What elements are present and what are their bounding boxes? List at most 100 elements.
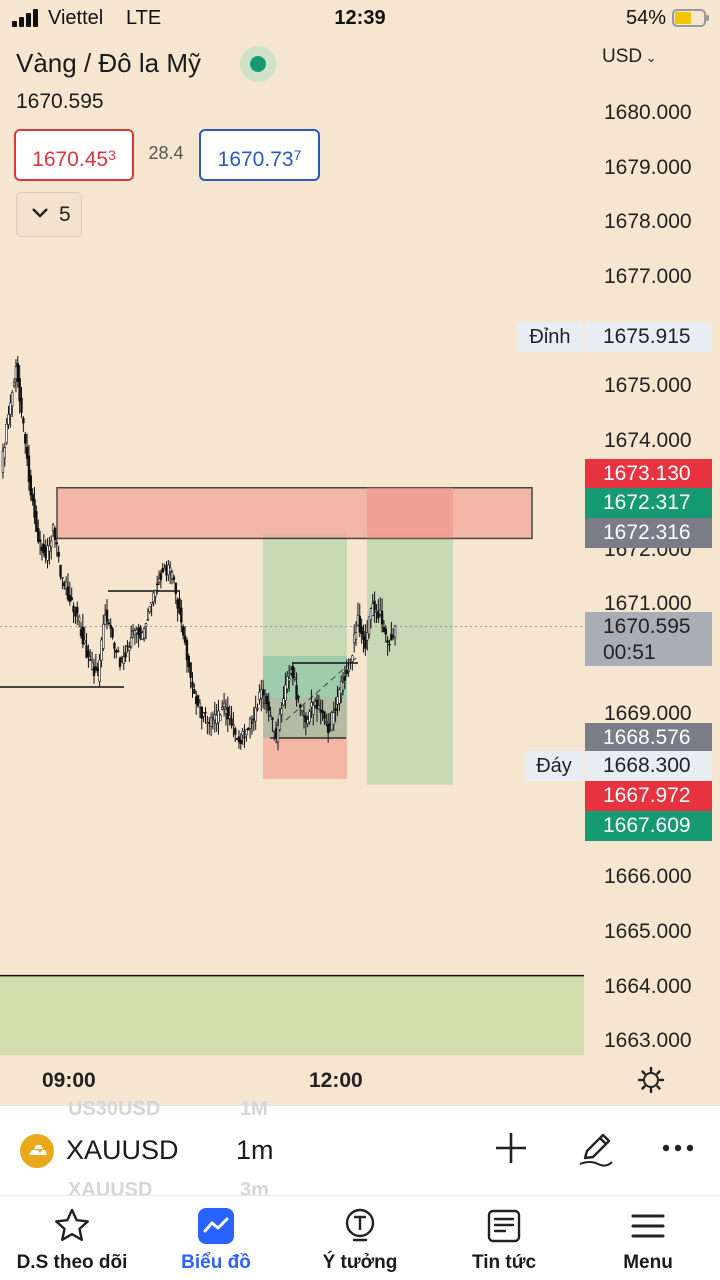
candle-body [308,711,311,722]
candle-body [341,682,345,691]
nav-watchlist[interactable]: D.S theo dõi [0,1196,144,1280]
instrument-title[interactable]: Vàng / Đô la Mỹ [16,48,201,78]
candle-body [113,643,116,649]
candle-body [161,567,164,573]
candle-body [55,542,59,545]
time-tick: 12:00 [309,1069,363,1092]
candle-body [46,545,49,561]
candle-body [237,736,241,743]
candle-body [323,711,326,719]
candle-body [77,616,81,622]
candle-body [111,628,114,638]
price-chart[interactable] [0,0,720,1105]
symbol-selector[interactable]: XAUUSD [66,1135,179,1165]
candle-body [204,712,207,714]
candle-body [291,665,295,678]
settings-gear-icon[interactable] [637,1066,665,1094]
price-tick: 1678.000 [604,210,692,234]
nav-news[interactable]: Tin tức [432,1196,576,1280]
candle-body [37,528,40,542]
bar-countdown: 00:51 [603,641,656,664]
candle-body [312,704,315,715]
candle-body [302,715,306,717]
nav-chart[interactable]: Biểu đồ [144,1196,288,1280]
candle-body [42,544,46,553]
candle-body [284,684,287,701]
indicator-count: 5 [59,203,71,226]
candle-body [126,645,129,648]
candle-body [170,571,174,580]
candle-body [269,715,272,717]
plus-icon[interactable] [491,1128,531,1168]
currency-selector[interactable]: USD ⌄ [602,46,657,68]
candle-body [44,546,47,558]
candle-body [76,606,79,614]
low-value-tag: 1668.300 [585,751,712,781]
indicators-toggle-button[interactable]: 5 [16,192,82,237]
candle-body [338,689,341,704]
carrier-name: Viettel [48,7,104,29]
candle-body [87,650,90,658]
candle-body [103,614,107,625]
more-icon[interactable] [658,1128,698,1168]
nav-menu[interactable]: Menu [576,1196,720,1280]
candle-body [310,702,313,708]
ask-pip: 7 [293,147,302,163]
candle-body [198,702,202,708]
candle-body [7,414,10,425]
candle-body [299,704,302,708]
price-tick: 1664.000 [604,974,692,998]
pen-icon[interactable] [576,1128,616,1168]
nav-label: D.S theo dõi [16,1252,128,1273]
candle-body [252,718,256,721]
candle-body [9,402,12,415]
candle-body [384,628,387,635]
candle-body [375,610,378,613]
candle-body [364,636,367,649]
candle-body [105,609,109,622]
candle-body [53,528,57,540]
news-icon [487,1209,521,1243]
nav-ideas[interactable]: Ý tưởng [288,1196,432,1280]
candle-body [393,625,397,638]
candle-body [330,712,334,731]
candle-body [343,676,347,681]
candle-body [92,666,96,676]
nav-label: Menu [623,1252,673,1273]
candle-body [155,583,159,586]
price-tick: 1671.000 [604,592,692,616]
candle-body [388,643,391,646]
candle-body [313,701,317,706]
candle-body [336,696,339,705]
candle-body [362,631,365,640]
candle-body [224,709,228,714]
interval-selector[interactable]: 1m [236,1135,274,1165]
high-label: Đỉnh [517,322,583,352]
candle-body [25,446,29,459]
candle-body [128,646,131,652]
current-price-tag: 1670.595 00:51 [585,612,712,666]
candle-body [178,598,181,614]
nav-label: Tin tức [471,1252,537,1273]
candle-body [260,689,263,699]
price-axis-tag: 1668.576 [585,723,712,753]
candle-body [274,728,278,738]
price-axis-tag: 1673.130 [585,459,712,489]
candle-body [59,564,62,577]
nav-label: Biểu đồ [181,1252,251,1273]
high-value-tag: 1675.915 [585,322,712,352]
candle-body [382,626,386,633]
price-axis-tag: 1667.609 [585,811,712,841]
candle-body [180,607,183,623]
candle-body [354,632,358,640]
buy-button[interactable]: 1670.737 [199,129,320,181]
candle-body [100,639,103,661]
position-range-box [263,656,347,738]
candle-body [256,707,259,710]
candle-body [228,715,231,719]
candle-body [230,718,233,726]
sell-button[interactable]: 1670.453 [14,129,134,181]
candle-body [271,717,274,720]
candle-body [102,623,105,649]
candle-body [63,582,66,587]
